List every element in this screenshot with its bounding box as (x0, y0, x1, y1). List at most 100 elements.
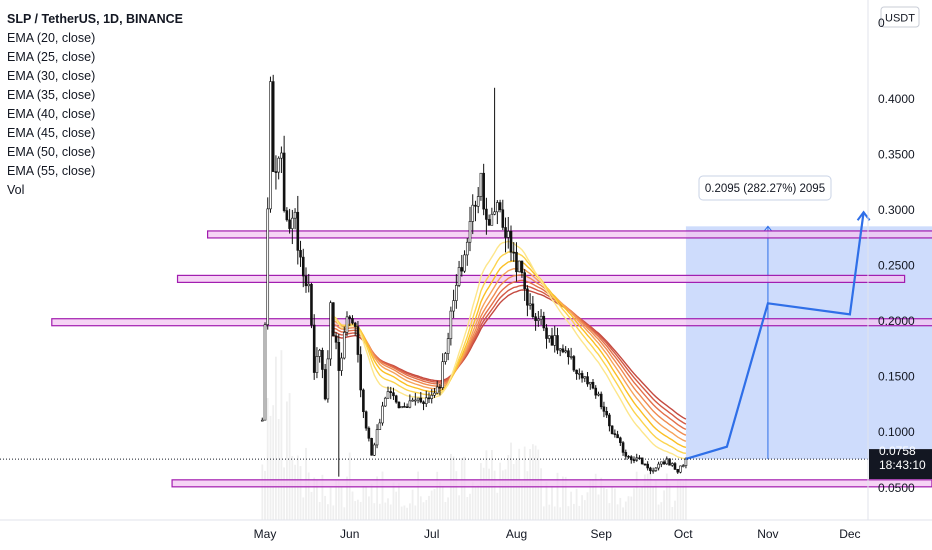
price-tick-label: 0.2000 (878, 314, 915, 328)
candle-body (400, 406, 403, 409)
volume-bar (583, 500, 586, 520)
indicator-ema-20[interactable]: EMA (20, close) (7, 31, 96, 45)
candle-body (301, 256, 305, 277)
volume-bar (444, 502, 447, 520)
candle-body (345, 316, 349, 333)
volume-bar (592, 479, 594, 520)
symbol-title[interactable]: SLP / TetherUS, 1D, BINANCE (7, 12, 183, 26)
volume-bar (619, 497, 622, 520)
candle-body (422, 401, 425, 404)
candle-body (460, 267, 464, 272)
chart-legend: SLP / TetherUS, 1D, BINANCE EMA (20, clo… (7, 10, 183, 200)
volume-bar (521, 481, 523, 520)
indicator-ema-40[interactable]: EMA (40, close) (7, 107, 96, 121)
volume-bar (455, 471, 458, 520)
candle-body (487, 219, 491, 226)
volume-bar (676, 480, 679, 520)
volume-bar (316, 480, 318, 520)
measure-label: 0.2095 (282.27%) 2095 (698, 175, 832, 201)
candle-body (676, 469, 680, 473)
volume-bar (545, 481, 548, 520)
candle-body (493, 211, 496, 215)
volume-bar (655, 480, 657, 520)
price-tick-label: 0.3500 (878, 147, 915, 161)
candle-body (651, 470, 655, 472)
candle-body (476, 196, 480, 207)
candle-body (523, 272, 526, 290)
volume-bar (633, 488, 635, 520)
ema-35-line (330, 267, 687, 442)
candle-body (446, 338, 450, 354)
volume-bar (630, 496, 633, 520)
ema-40-line (330, 274, 687, 436)
candle-body (684, 458, 688, 466)
candle-body (296, 211, 300, 251)
currency-badge[interactable]: USDT (880, 6, 920, 28)
candle-body (433, 392, 436, 396)
candle-body (315, 356, 319, 373)
volume-bar (682, 481, 685, 520)
volume-bar (578, 505, 581, 520)
time-axis[interactable]: May Jun Jul Aug Sep Oct Nov Dec (254, 527, 861, 541)
indicator-ema-55[interactable]: EMA (55, close) (7, 164, 96, 178)
candle-body (583, 376, 587, 379)
volume-bar (627, 496, 630, 520)
volume-bar (422, 502, 425, 520)
volume-bar (559, 507, 562, 520)
candle-body (605, 411, 608, 416)
volume-bar (674, 500, 676, 520)
candle-body (662, 461, 666, 465)
volume-bar (428, 495, 430, 520)
price-axis[interactable]: 0.4000 0.3500 0.3000 0.2500 0.2000 0.1500 0.10… (878, 92, 915, 495)
candle-body (597, 393, 600, 396)
volume-bar (318, 502, 321, 520)
ema-30-line (330, 260, 687, 449)
volume-bar (277, 419, 280, 520)
candle-body (332, 302, 335, 337)
time-tick-label: Sep (591, 527, 613, 541)
indicator-ema-45[interactable]: EMA (45, close) (7, 126, 96, 140)
candle-body (263, 324, 267, 421)
volume-bar (272, 405, 275, 520)
volume-bar (638, 488, 641, 520)
candle-body (321, 350, 324, 370)
indicator-ema-35[interactable]: EMA (35, close) (7, 88, 96, 102)
volume-bar (635, 471, 638, 520)
candle-body (490, 213, 494, 226)
volume-bar (327, 504, 329, 520)
candle-body (646, 463, 649, 469)
volume-bar (384, 502, 387, 520)
volume-bar (296, 455, 299, 520)
candle-body (474, 204, 477, 207)
candle-body (408, 400, 412, 408)
indicator-ema-30[interactable]: EMA (30, close) (7, 69, 96, 83)
level-resistance-1 (207, 230, 932, 239)
volume-bar (291, 456, 294, 520)
candle-body (528, 303, 532, 306)
candle-body (681, 465, 685, 467)
candle-body (471, 204, 475, 222)
indicator-ema-25[interactable]: EMA (25, close) (7, 50, 96, 64)
volume-bar (597, 494, 600, 520)
measure-box[interactable] (685, 225, 932, 460)
currency-badge-label: USDT (885, 13, 915, 25)
candle-body (591, 381, 595, 389)
time-tick-label: Jul (424, 527, 439, 541)
volume-bar (542, 506, 545, 520)
volume-bar (641, 486, 644, 520)
candle-body (441, 361, 444, 388)
indicator-volume[interactable]: Vol (7, 183, 25, 197)
candle-body (627, 455, 630, 458)
candle-body (537, 318, 540, 321)
indicator-ema-50[interactable]: EMA (50, close) (7, 145, 96, 159)
candlestick-series (260, 74, 688, 477)
volume-bar (362, 485, 365, 520)
candle-body (547, 335, 551, 339)
volume-bar (482, 467, 485, 520)
candle-body (515, 251, 518, 273)
candle-body (569, 356, 573, 358)
ema-25-line (330, 251, 687, 454)
candle-body (517, 260, 521, 273)
volume-bar (452, 456, 455, 520)
